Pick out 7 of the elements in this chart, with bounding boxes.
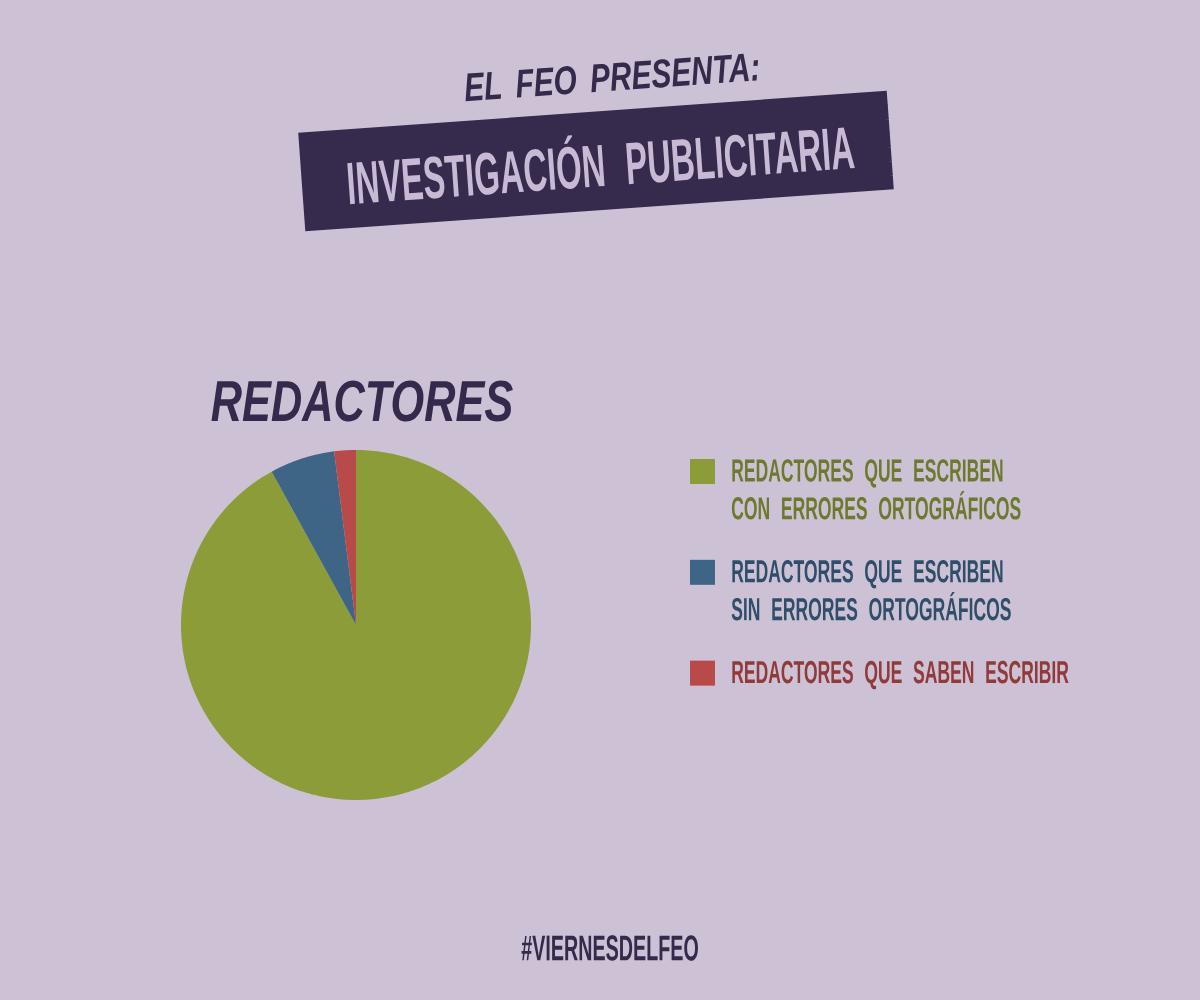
chart-title: INVESTIGACIÓN PUBLICITARIA [347, 127, 855, 205]
legend-label: REDACTORES QUE ESCRIBEN SIN ERRORES ORTOGRÁFICOS [731, 560, 1011, 621]
text: EL FEO PRESENTA: [465, 53, 759, 102]
chart-subtitle: REDACTORES [211, 380, 513, 422]
legend-label: REDACTORES QUE ESCRIBEN CON ERRORES ORTOGRÁFICOS [731, 459, 1021, 520]
text: #VIERNESDELFEO [521, 935, 698, 961]
legend-label: REDACTORES QUE SABEN ESCRIBIR [732, 660, 1069, 690]
